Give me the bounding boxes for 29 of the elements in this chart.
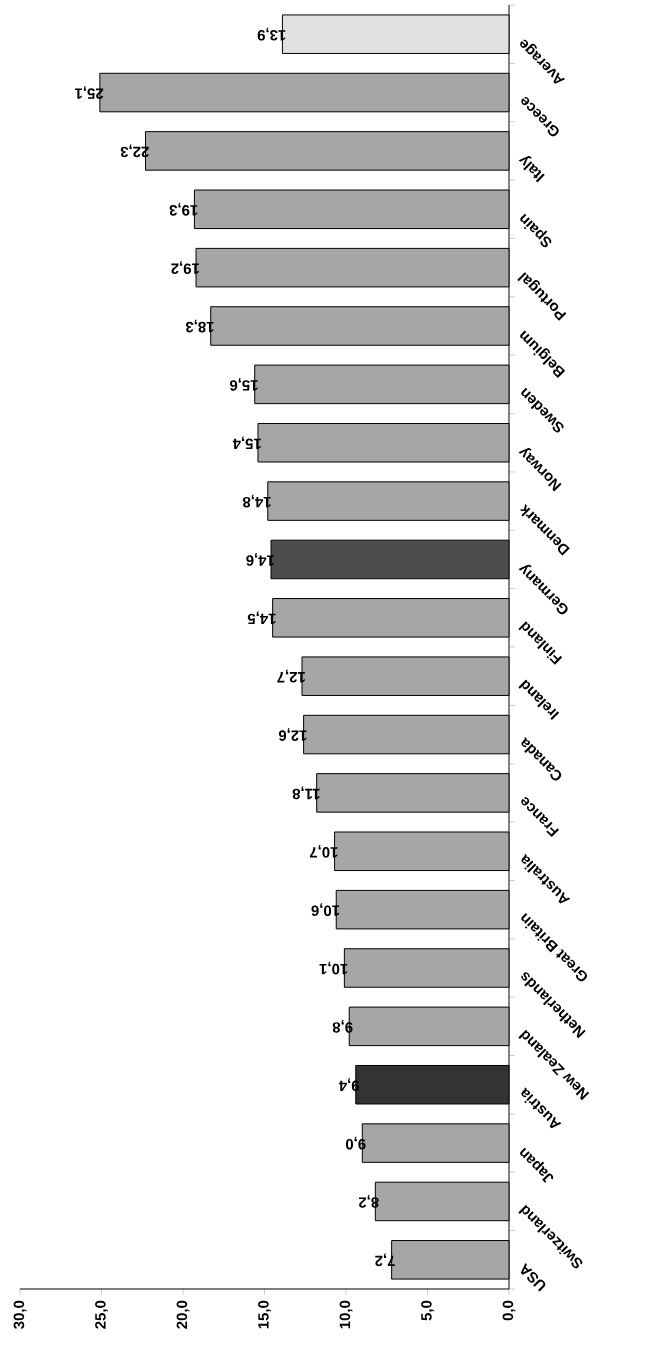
- data-label: 10,1: [319, 961, 348, 975]
- data-label: 19,2: [171, 261, 199, 275]
- data-label: 10,6: [311, 903, 340, 917]
- data-label: 10,7: [309, 844, 338, 858]
- x-tick-label: 25,0: [95, 1300, 108, 1329]
- x-tick-label: 15,0: [258, 1300, 271, 1329]
- data-label: 7,2: [375, 1253, 395, 1267]
- data-label: 14,5: [247, 611, 276, 625]
- data-label: 22,3: [120, 144, 149, 158]
- data-label: 18,3: [185, 319, 214, 333]
- data-label: 12,7: [277, 669, 305, 683]
- data-label: 15,6: [229, 377, 258, 391]
- data-label: 11,8: [292, 786, 320, 800]
- data-label: 14,8: [242, 494, 271, 508]
- data-label: 15,4: [232, 436, 261, 450]
- data-label: 9,8: [332, 1019, 353, 1033]
- data-label: 14,6: [246, 553, 274, 566]
- data-label: 8,2: [358, 1195, 379, 1208]
- x-tick-label: 0,0: [502, 1300, 516, 1321]
- x-tick-label: 20,0: [176, 1300, 190, 1329]
- data-label: 19,3: [169, 202, 198, 216]
- x-tick-label: 10,0: [339, 1300, 353, 1329]
- data-label: 12,6: [278, 728, 307, 741]
- x-tick-label: 30,0: [13, 1300, 27, 1329]
- data-label: 9,0: [345, 1136, 366, 1150]
- data-label: 13,9: [257, 27, 286, 41]
- data-label: 9,4: [338, 1078, 360, 1092]
- x-tick-label: 5,0: [421, 1300, 434, 1321]
- data-label: 25,1: [75, 86, 104, 99]
